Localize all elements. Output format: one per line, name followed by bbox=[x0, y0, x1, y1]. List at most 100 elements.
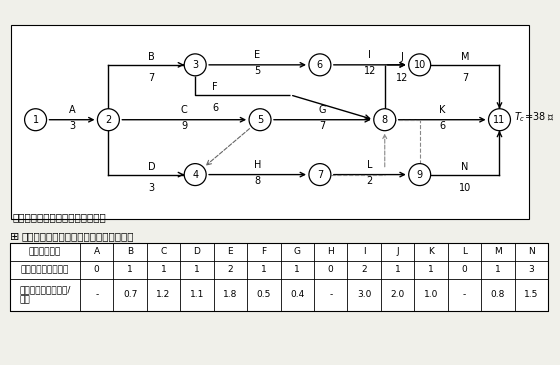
Text: 3: 3 bbox=[69, 121, 75, 131]
Bar bbox=[10, 243, 548, 311]
Circle shape bbox=[249, 109, 271, 131]
Circle shape bbox=[409, 54, 431, 76]
Text: 10: 10 bbox=[459, 182, 471, 193]
Text: 8: 8 bbox=[254, 176, 260, 185]
Text: 1.1: 1.1 bbox=[190, 290, 204, 299]
Text: 2: 2 bbox=[227, 265, 234, 274]
Text: 2: 2 bbox=[105, 115, 111, 125]
Text: C: C bbox=[181, 105, 188, 115]
Circle shape bbox=[184, 54, 206, 76]
Text: 0.4: 0.4 bbox=[290, 290, 305, 299]
Text: J: J bbox=[401, 52, 404, 62]
Text: -: - bbox=[463, 290, 466, 299]
Text: E: E bbox=[227, 247, 234, 256]
Text: 8: 8 bbox=[382, 115, 388, 125]
Text: 9: 9 bbox=[181, 121, 187, 131]
Text: 7: 7 bbox=[462, 73, 468, 83]
Text: 6: 6 bbox=[439, 121, 445, 131]
Text: 1: 1 bbox=[495, 265, 501, 274]
Text: K: K bbox=[428, 247, 434, 256]
Text: H: H bbox=[254, 160, 261, 170]
Text: 11: 11 bbox=[493, 115, 506, 125]
Text: 1.5: 1.5 bbox=[524, 290, 539, 299]
Text: 3: 3 bbox=[529, 265, 534, 274]
Text: F: F bbox=[262, 247, 267, 256]
Text: 2: 2 bbox=[367, 176, 373, 185]
Circle shape bbox=[97, 109, 119, 131]
Text: 9: 9 bbox=[417, 170, 423, 180]
Text: ⊞: ⊞ bbox=[10, 231, 20, 242]
Text: 4: 4 bbox=[192, 170, 198, 180]
Text: J: J bbox=[396, 247, 399, 256]
Text: M: M bbox=[461, 52, 469, 62]
Text: $T_c$=38 周: $T_c$=38 周 bbox=[515, 110, 555, 124]
Text: 1: 1 bbox=[194, 265, 200, 274]
Text: 3.0: 3.0 bbox=[357, 290, 371, 299]
Text: N: N bbox=[461, 162, 469, 172]
Text: 0: 0 bbox=[328, 265, 334, 274]
Text: 1: 1 bbox=[32, 115, 39, 125]
Text: 0: 0 bbox=[461, 265, 467, 274]
Text: 5: 5 bbox=[254, 66, 260, 76]
Text: 增加的赶工费（万元/
周）: 增加的赶工费（万元/ 周） bbox=[19, 285, 71, 304]
Circle shape bbox=[409, 164, 431, 185]
Text: 6: 6 bbox=[317, 60, 323, 70]
Text: 10: 10 bbox=[413, 60, 426, 70]
Text: 2: 2 bbox=[361, 265, 367, 274]
Text: D: D bbox=[194, 247, 200, 256]
Text: 分部工程名称: 分部工程名称 bbox=[29, 247, 61, 256]
Text: A: A bbox=[69, 105, 75, 115]
Text: 1.0: 1.0 bbox=[424, 290, 438, 299]
Circle shape bbox=[184, 164, 206, 185]
Text: 2.0: 2.0 bbox=[390, 290, 405, 299]
Text: 1: 1 bbox=[395, 265, 400, 274]
Bar bbox=[11, 25, 529, 219]
Text: 施工总进度计划（时间单位：周）: 施工总进度计划（时间单位：周） bbox=[13, 212, 106, 223]
Text: K: K bbox=[439, 105, 445, 115]
Text: 0.5: 0.5 bbox=[256, 290, 271, 299]
Text: 3: 3 bbox=[149, 182, 155, 193]
Text: E: E bbox=[254, 50, 260, 60]
Text: G: G bbox=[294, 247, 301, 256]
Text: 1: 1 bbox=[295, 265, 300, 274]
Text: 1.8: 1.8 bbox=[223, 290, 237, 299]
Text: F: F bbox=[212, 82, 218, 92]
Circle shape bbox=[309, 54, 331, 76]
Text: 各工作可以缩短的时间及其增加的赶工费: 各工作可以缩短的时间及其增加的赶工费 bbox=[22, 231, 134, 242]
Text: G: G bbox=[319, 105, 326, 115]
Text: 7: 7 bbox=[319, 121, 325, 131]
Text: A: A bbox=[94, 247, 100, 256]
Text: 1.2: 1.2 bbox=[156, 290, 171, 299]
Text: 3: 3 bbox=[192, 60, 198, 70]
Text: M: M bbox=[494, 247, 502, 256]
Text: 5: 5 bbox=[257, 115, 263, 125]
Text: B: B bbox=[148, 52, 155, 62]
Circle shape bbox=[25, 109, 46, 131]
Text: 7: 7 bbox=[317, 170, 323, 180]
Text: N: N bbox=[528, 247, 535, 256]
Text: 1: 1 bbox=[428, 265, 434, 274]
Circle shape bbox=[309, 164, 331, 185]
Text: 0.7: 0.7 bbox=[123, 290, 137, 299]
Text: 1: 1 bbox=[161, 265, 166, 274]
Text: H: H bbox=[328, 247, 334, 256]
Text: 0.8: 0.8 bbox=[491, 290, 505, 299]
Text: D: D bbox=[148, 162, 156, 172]
Text: C: C bbox=[161, 247, 167, 256]
Text: B: B bbox=[127, 247, 133, 256]
Text: 6: 6 bbox=[212, 103, 218, 113]
Circle shape bbox=[488, 109, 511, 131]
Circle shape bbox=[374, 109, 396, 131]
Text: L: L bbox=[462, 247, 467, 256]
Text: 7: 7 bbox=[148, 73, 155, 83]
Text: 可缩短的时间（周）: 可缩短的时间（周） bbox=[21, 265, 69, 274]
Text: 1: 1 bbox=[127, 265, 133, 274]
Text: I: I bbox=[368, 50, 371, 60]
Text: 0: 0 bbox=[94, 265, 100, 274]
Text: I: I bbox=[363, 247, 366, 256]
Text: L: L bbox=[367, 160, 372, 170]
Text: 1: 1 bbox=[261, 265, 267, 274]
Text: 12: 12 bbox=[396, 73, 408, 83]
Text: -: - bbox=[329, 290, 332, 299]
Text: -: - bbox=[95, 290, 99, 299]
